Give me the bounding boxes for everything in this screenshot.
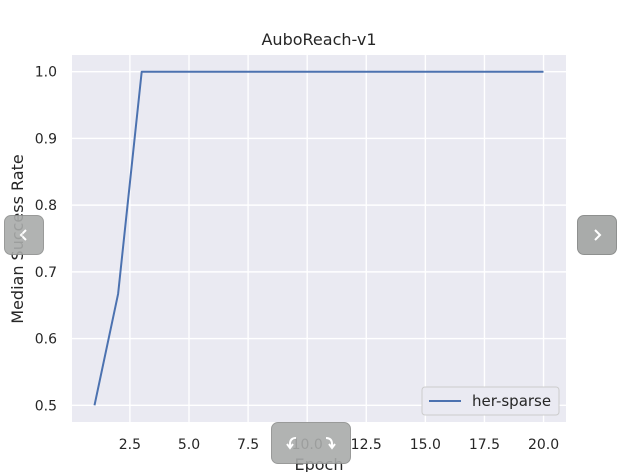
y-tick-label: 0.8 bbox=[35, 198, 57, 214]
x-tick-label: 5.0 bbox=[178, 437, 200, 453]
y-tick-label: 0.9 bbox=[35, 131, 57, 147]
x-tick-label: 17.5 bbox=[469, 437, 500, 453]
x-tick-label: 7.5 bbox=[237, 437, 259, 453]
y-tick-label: 0.7 bbox=[35, 265, 57, 281]
plot-area bbox=[72, 55, 566, 422]
series-line-her-sparse bbox=[93, 70, 544, 406]
legend: her-sparse bbox=[421, 386, 560, 416]
y-tick-labels: 0.5 0.6 0.7 0.8 0.9 1.0 bbox=[35, 65, 57, 415]
legend-box bbox=[421, 386, 560, 416]
series-layer bbox=[93, 70, 544, 406]
x-tick-label: 12.5 bbox=[351, 437, 382, 453]
y-tick-label: 0.6 bbox=[35, 332, 57, 348]
next-button[interactable] bbox=[577, 215, 617, 255]
expand-button[interactable] bbox=[271, 422, 351, 464]
previous-button[interactable] bbox=[4, 215, 44, 255]
x-tick-label: 20.0 bbox=[528, 437, 559, 453]
y-tick-label: 0.5 bbox=[35, 398, 57, 414]
y-tick-label: 1.0 bbox=[35, 65, 57, 81]
chevron-left-icon bbox=[19, 229, 27, 241]
x-tick-label: 15.0 bbox=[410, 437, 441, 453]
expand-arrows-icon bbox=[286, 437, 336, 450]
x-tick-label: 2.5 bbox=[119, 437, 141, 453]
legend-label: her-sparse bbox=[472, 392, 551, 410]
chevron-right-icon bbox=[594, 229, 602, 241]
chart-title: AuboReach-v1 bbox=[261, 30, 376, 49]
